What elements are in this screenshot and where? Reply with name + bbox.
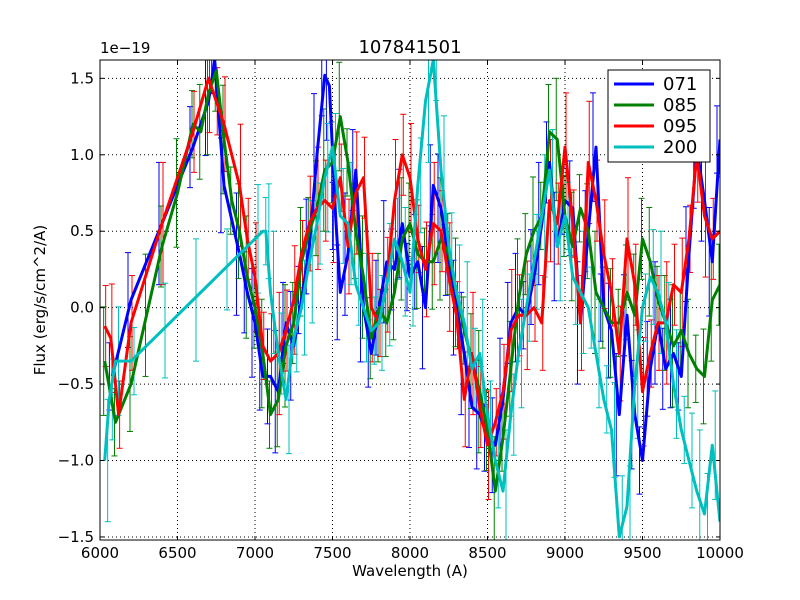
chart-title: 107841501 — [358, 37, 461, 58]
offset-text: 1e−19 — [100, 39, 150, 57]
y-tick-label: −1.0 — [58, 452, 94, 470]
series-lines — [100, 60, 720, 540]
x-tick-label: 7500 — [313, 544, 351, 562]
series-line-095 — [103, 76, 720, 447]
y-tick-label: 0.0 — [70, 299, 94, 317]
y-axis-label: Flux (erg/s/cm^2/A) — [31, 225, 49, 376]
series-line-200 — [103, 60, 720, 539]
x-tick-label: 6500 — [158, 544, 196, 562]
y-tick-label: 1.0 — [70, 146, 94, 164]
x-tick-label: 8000 — [391, 544, 429, 562]
x-tick-label: 9500 — [623, 544, 661, 562]
legend-label-085: 085 — [663, 95, 697, 116]
x-tick-label: 7000 — [236, 544, 274, 562]
legend-label-071: 071 — [663, 74, 697, 95]
y-tick-label: −1.5 — [58, 528, 94, 546]
x-tick-label: 10000 — [696, 544, 744, 562]
x-axis-label: Wavelength (A) — [352, 562, 468, 580]
legend-label-200: 200 — [663, 137, 697, 158]
y-tick-label: 0.5 — [70, 222, 94, 240]
x-tick-label: 8500 — [468, 544, 506, 562]
axis-ticks: 6000 6500 7000 7500 8000 8500 9000 9500 10000 −1.… — [58, 60, 744, 562]
series-line-071 — [110, 60, 720, 462]
y-tick-label: −0.5 — [58, 375, 94, 393]
legend-label-095: 095 — [663, 116, 697, 137]
y-tick-label: 1.5 — [70, 69, 94, 87]
x-tick-label: 6000 — [81, 544, 119, 562]
series-line-085 — [103, 69, 720, 493]
x-tick-label: 9000 — [546, 544, 584, 562]
